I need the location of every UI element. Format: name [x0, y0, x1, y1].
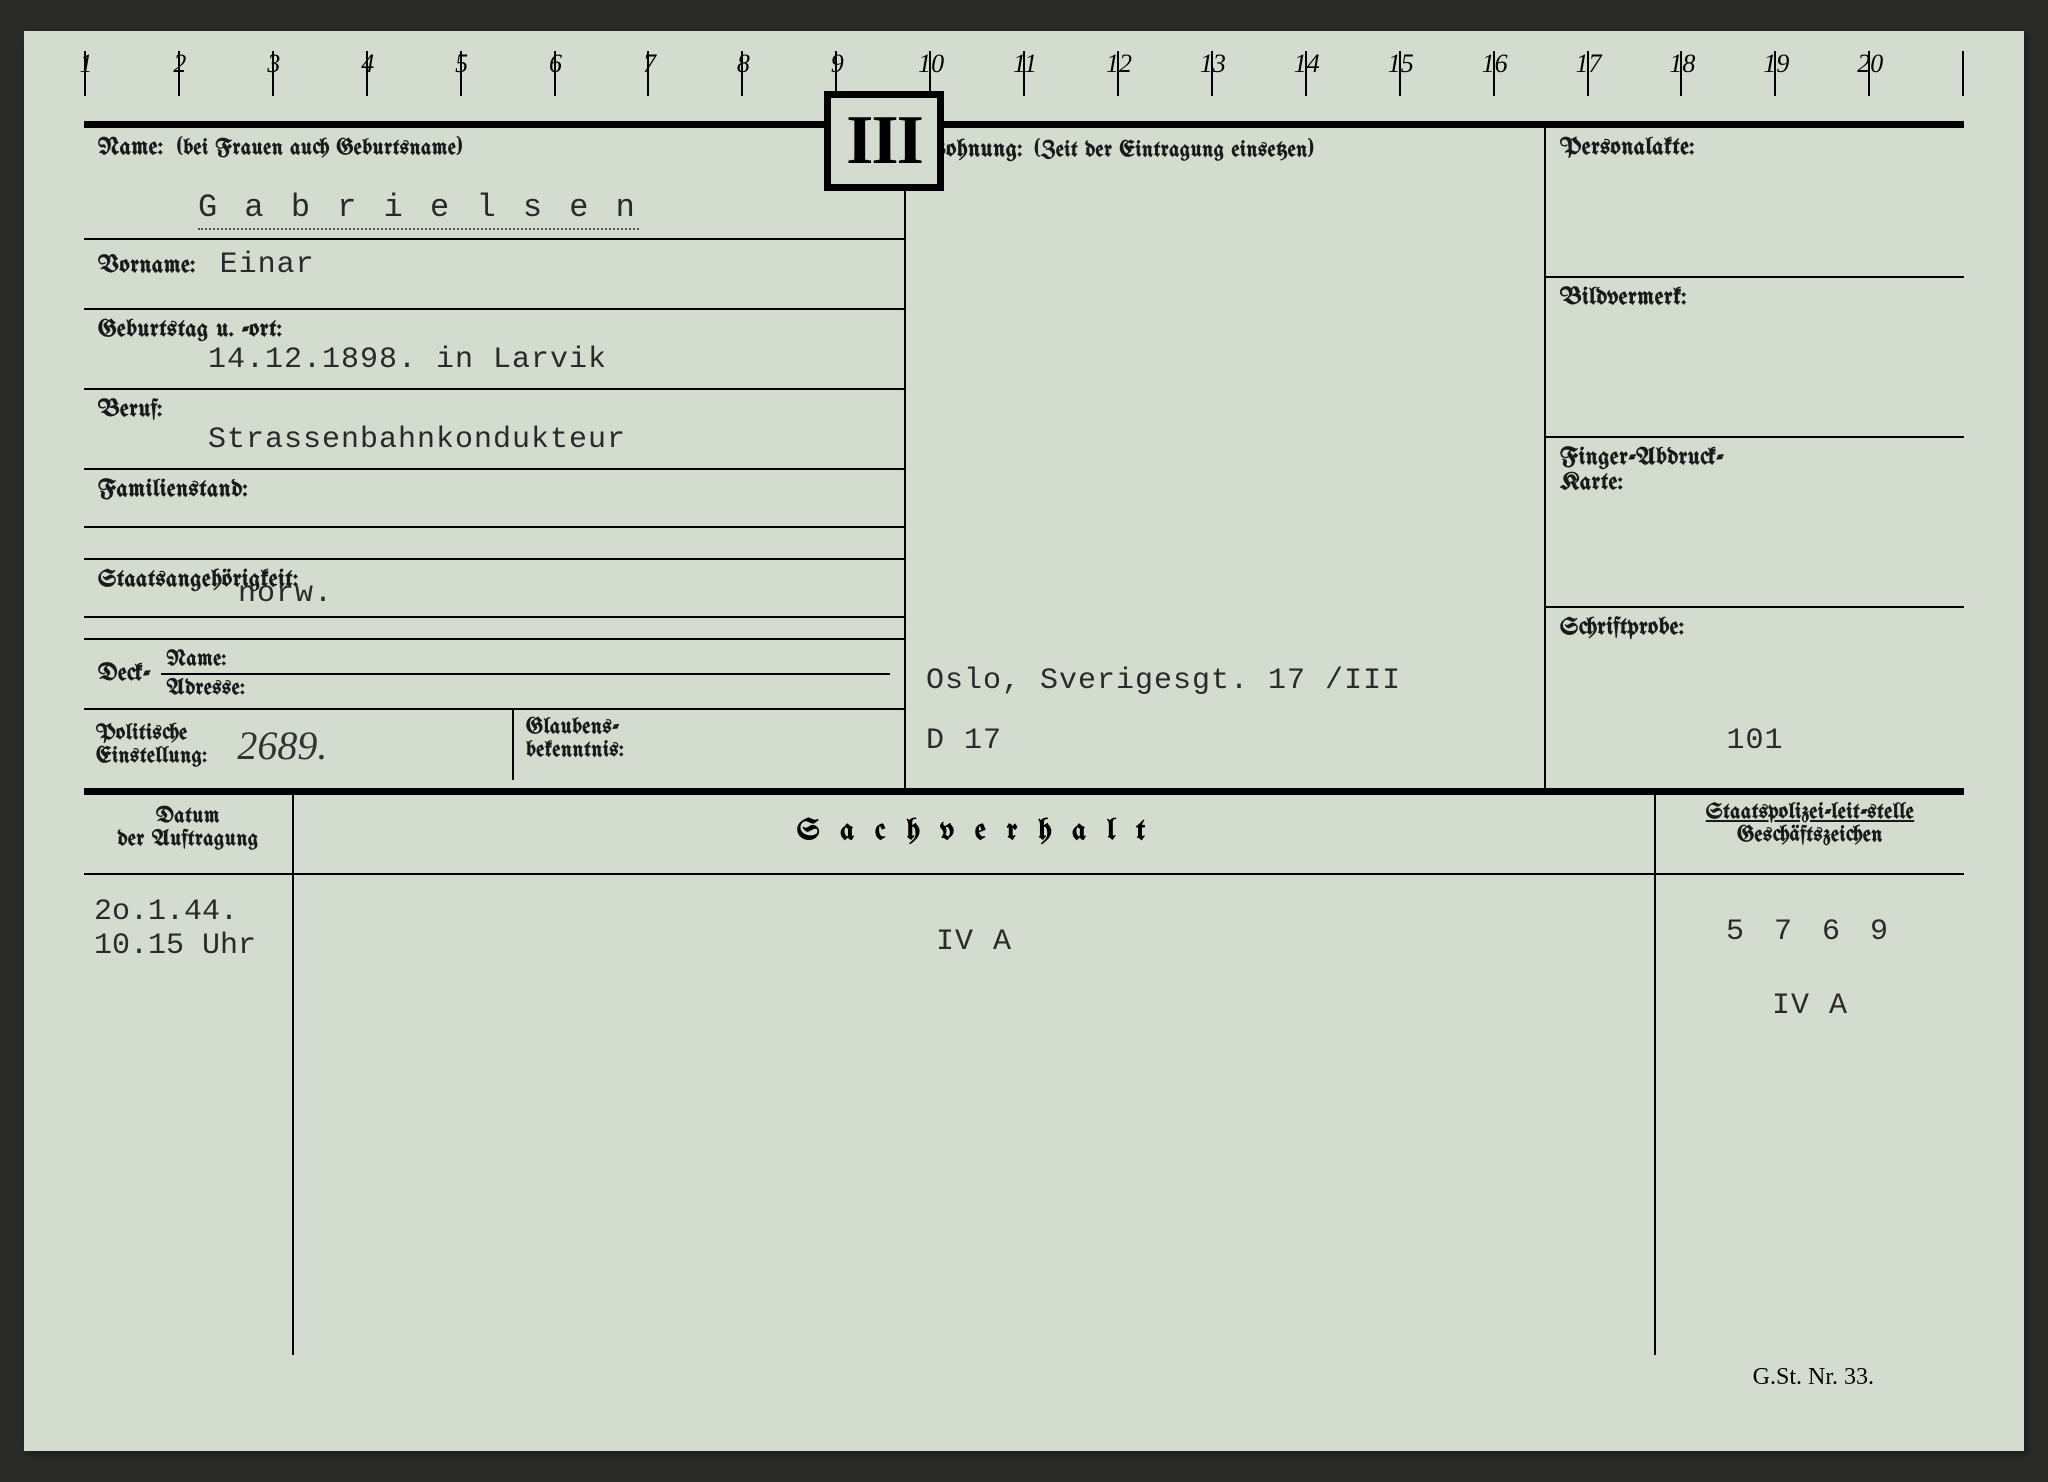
ruler-number: 9 [822, 49, 852, 79]
wohnung-line2: D 17 [926, 724, 1002, 758]
ruler-number: 12 [1104, 49, 1134, 79]
deck-label: Deck- [98, 662, 151, 687]
ruler-number: 6 [541, 49, 571, 79]
index-card: 1234567891011121314151617181920 III Name… [24, 31, 2024, 1451]
schriftprobe-value: 101 [1726, 724, 1783, 758]
sv-body-text: IV A [936, 925, 1012, 959]
name-label: Name: [98, 136, 163, 161]
ruler-tick: 5 [460, 51, 554, 96]
ruler-tick: 19 [1774, 51, 1868, 96]
ruler-number: 8 [728, 49, 758, 79]
personalakte-label: Personalakte: [1560, 136, 1695, 161]
beruf-value: Strassenbahnkondukteur [208, 423, 626, 457]
ruler-tick: 9 [835, 51, 929, 96]
ruler-number: 16 [1480, 49, 1510, 79]
ruler-tick: 4 [366, 51, 460, 96]
ruler-tick: 20 [1868, 51, 1964, 96]
left-column: Name: (bei Frauen auch Geburtsname) G a … [84, 128, 904, 788]
politische-label-2: Einstellung: [96, 745, 207, 768]
politische-label-1: Politische [96, 722, 188, 745]
ruler-scale: 1234567891011121314151617181920 [84, 51, 1964, 101]
ruler-tick: 14 [1305, 51, 1399, 96]
mid-rule [84, 788, 1964, 795]
ruler-tick: 16 [1493, 51, 1587, 96]
ruler-tick: 10 [929, 51, 1023, 96]
glaubens-label-1: Glaubens- [526, 716, 619, 739]
geburtstag-label: Geburtstag u. -ort: [98, 318, 282, 343]
ruler-number: 18 [1667, 49, 1697, 79]
wohnung-line1: Oslo, Sverigesgt. 17 /III [926, 664, 1401, 698]
staatspolizei-label: Staatspolizei-leit-stelle [1706, 801, 1914, 824]
ruler-tick: 17 [1587, 51, 1681, 96]
wohnung-hint: (Zeit der Eintragung einsetzen) [1035, 139, 1314, 162]
roman-numeral-box: III [824, 91, 944, 191]
ruler-tick: 2 [178, 51, 272, 96]
ruler-number: 1 [71, 49, 101, 79]
ruler-tick: 8 [741, 51, 835, 96]
ruler-number: 2 [165, 49, 195, 79]
form-number: G.St. Nr. 33. [1753, 1364, 1874, 1391]
ruler-number: 11 [1010, 49, 1040, 79]
upper-section: Name: (bei Frauen auch Geburtsname) G a … [84, 128, 1964, 788]
ruler-number: 10 [916, 49, 946, 79]
ruler-tick: 3 [272, 51, 366, 96]
ruler-number: 4 [353, 49, 383, 79]
bildvermerk-label: Bildvermerk: [1560, 286, 1687, 311]
main-frame: III Name: (bei Frauen auch Geburtsname) … [84, 121, 1964, 1421]
ruler-number: 3 [259, 49, 289, 79]
finger-label-1: Finger-Abdruck- [1560, 446, 1724, 471]
beruf-label: Beruf: [98, 398, 163, 423]
ruler-tick: 6 [554, 51, 648, 96]
sachverhalt-header: Datum der Auftragung S a c h v e r h a l… [84, 795, 1964, 875]
geschaeftszeichen-label: Geschäftszeichen [1737, 824, 1883, 847]
name-hint: (bei Frauen auch Geburtsname) [177, 137, 462, 160]
right-column: Personalakte: Bildvermerk: Finger-Abdruc… [1544, 128, 1964, 788]
ruler-number: 14 [1292, 49, 1322, 79]
ruler-tick: 12 [1117, 51, 1211, 96]
schriftprobe-label: Schriftprobe: [1560, 616, 1684, 641]
ruler-number: 20 [1855, 49, 1885, 79]
deck-name-label: Name: [167, 648, 227, 671]
ruler-number: 13 [1198, 49, 1228, 79]
ruler-tick: 1 [84, 51, 178, 96]
vorname-value: Einar [220, 248, 315, 282]
deck-adresse-label: Adresse: [167, 677, 246, 700]
surname-value: G a b r i e l s e n [198, 189, 639, 230]
ruler-number: 17 [1574, 49, 1604, 79]
ruler-number: 19 [1761, 49, 1791, 79]
sv-date: 2o.1.44. [94, 895, 238, 929]
datum-label-1: Datum [156, 805, 220, 828]
ruler-number: 15 [1386, 49, 1416, 79]
politische-value: 2689. [237, 722, 327, 769]
sv-ref2: IV A [1772, 989, 1848, 1023]
ruler-tick: 13 [1211, 51, 1305, 96]
ruler-number: 7 [634, 49, 664, 79]
ruler-tick: 11 [1023, 51, 1117, 96]
vorname-label: Vorname: [98, 254, 196, 279]
middle-column: Wohnung: (Zeit der Eintragung einsetzen)… [904, 128, 1544, 788]
finger-label-2: Karte: [1560, 471, 1623, 496]
datum-label-2: der Auftragung [117, 828, 258, 851]
sv-ref1: 5 7 6 9 [1726, 915, 1894, 949]
sachverhalt-body: 2o.1.44. 10.15 Uhr IV A 5 7 6 9 IV A [84, 875, 1964, 1355]
ruler-tick: 15 [1399, 51, 1493, 96]
staats-value: norw. [238, 577, 333, 611]
familienstand-label: Familienstand: [98, 478, 248, 503]
glaubens-label-2: bekenntnis: [526, 739, 624, 762]
geburtstag-value: 14.12.1898. in Larvik [208, 343, 607, 377]
sachverhalt-title: S a c h v e r h a l t [797, 815, 1151, 847]
ruler-tick: 7 [647, 51, 741, 96]
top-rule [84, 121, 1964, 128]
ruler-number: 5 [447, 49, 477, 79]
sv-time: 10.15 Uhr [94, 929, 256, 963]
ruler-tick: 18 [1680, 51, 1774, 96]
